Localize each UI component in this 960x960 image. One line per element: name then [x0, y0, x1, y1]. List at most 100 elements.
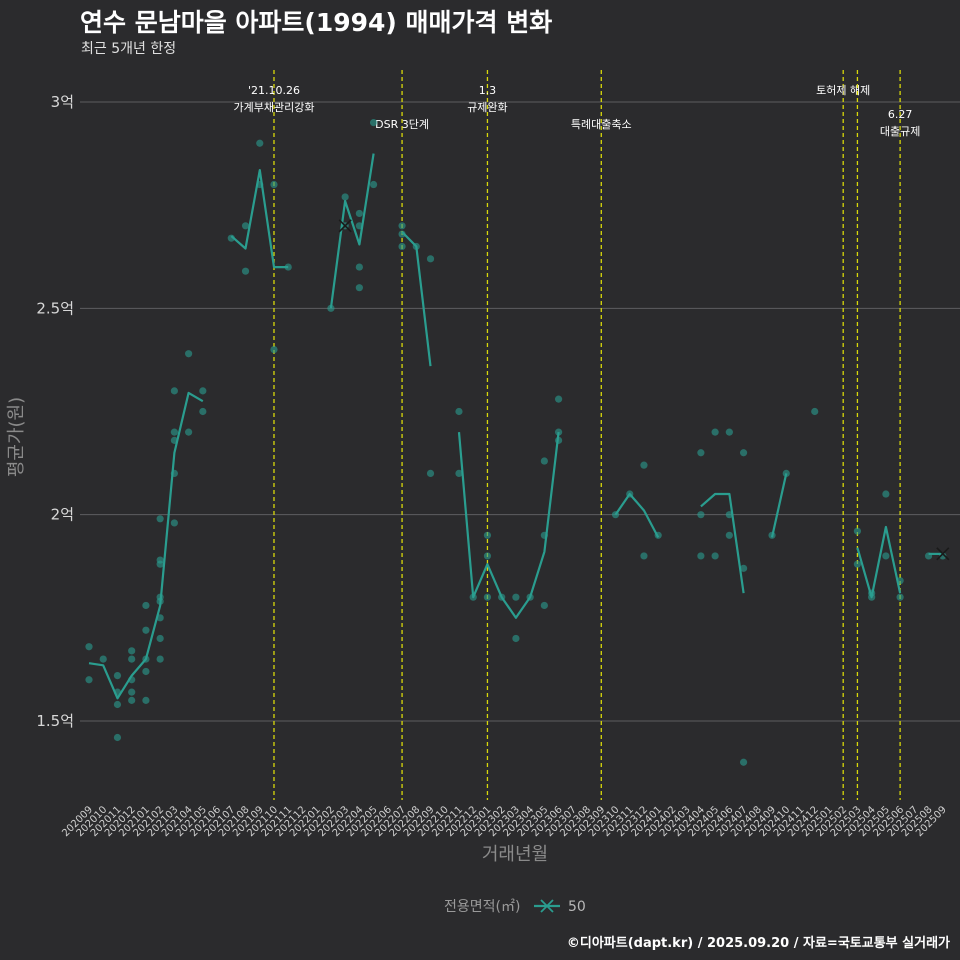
- transaction-point: [199, 407, 207, 416]
- transaction-point: [640, 552, 648, 560]
- y-tick-label: 3억: [51, 93, 74, 111]
- transaction-point: [697, 449, 705, 457]
- transaction-point: [142, 601, 150, 610]
- transaction-point: [739, 758, 748, 766]
- mean-price-line: [856, 525, 902, 599]
- transaction-point: [697, 552, 705, 560]
- mean-price-line: [770, 473, 788, 538]
- transaction-point: [896, 593, 904, 601]
- policy-event-label: 대출규제: [880, 125, 920, 138]
- transaction-point: [113, 733, 122, 742]
- transaction-point: [170, 387, 178, 395]
- transaction-point: [256, 139, 264, 147]
- mean-price-line: [457, 431, 560, 619]
- transaction-point: [142, 667, 150, 676]
- transaction-point: [640, 461, 648, 469]
- transaction-point: [185, 428, 193, 436]
- cross-marker: [936, 547, 950, 561]
- transaction-point: [199, 387, 207, 395]
- transaction-point: [455, 469, 463, 477]
- legend: 전용면적(㎡) 50: [444, 899, 586, 915]
- transaction-point: [128, 647, 136, 655]
- transaction-point: [170, 519, 178, 527]
- transaction-point: [882, 552, 890, 560]
- transaction-point: [156, 560, 164, 568]
- chart-title: 연수 문남마을 아파트(1994) 매매가격 변화: [80, 8, 553, 37]
- source-caption: ©디아파트(dapt.kr) / 2025.09.20 / 자료=국토교통부 실…: [566, 936, 950, 951]
- transaction-point: [142, 626, 150, 634]
- policy-event-label: 특례대출축소: [571, 118, 632, 131]
- policy-event-label: 가계부채관리강화: [234, 101, 315, 114]
- transaction-point: [370, 119, 378, 127]
- transaction-point: [426, 469, 435, 477]
- policy-event-label: '21.10.26: [248, 84, 300, 97]
- y-tick-label: 2억: [51, 506, 74, 524]
- mean-price-line: [401, 231, 432, 367]
- transaction-point: [853, 560, 862, 568]
- legend-label-50: 50: [568, 899, 586, 915]
- transaction-point: [554, 395, 563, 403]
- transaction-point: [128, 688, 136, 696]
- transaction-point: [739, 449, 748, 457]
- transaction-point: [725, 428, 733, 436]
- transaction-point: [811, 407, 819, 416]
- transaction-point: [355, 209, 363, 218]
- y-tick-label: 2.5억: [36, 299, 74, 317]
- transaction-point: [241, 267, 250, 275]
- chart-subtitle: 최근 5개년 한정: [81, 41, 177, 57]
- policy-event-label: 토허제 해제: [816, 83, 870, 97]
- transaction-point: [241, 222, 250, 230]
- transaction-point: [711, 552, 719, 560]
- transaction-point: [370, 180, 378, 189]
- transaction-point: [156, 634, 164, 643]
- policy-event-label: 6.27: [888, 108, 913, 121]
- transaction-point: [882, 490, 890, 498]
- transaction-point: [128, 696, 136, 704]
- mean-price-line: [88, 391, 204, 700]
- transaction-point: [327, 304, 335, 312]
- transaction-point: [483, 552, 492, 560]
- mean-price-line: [329, 153, 375, 309]
- y-tick-label: 1.5억: [36, 712, 74, 730]
- transaction-point: [725, 531, 733, 539]
- transaction-point: [170, 428, 178, 436]
- transaction-point: [185, 350, 193, 358]
- legend-title: 전용면적(㎡): [444, 899, 520, 915]
- transaction-point: [711, 428, 719, 436]
- transaction-point: [99, 655, 107, 663]
- transaction-point: [853, 527, 862, 535]
- policy-event-label: DSR 3단계: [375, 118, 429, 131]
- transaction-point: [142, 696, 150, 704]
- transaction-point: [483, 593, 492, 601]
- policy-event-label: 규제완화: [467, 101, 507, 114]
- transaction-point: [512, 593, 520, 601]
- mean-price-line: [614, 492, 660, 538]
- legend-cross-icon: [540, 899, 554, 913]
- transaction-point: [270, 346, 278, 354]
- transaction-point: [739, 564, 748, 572]
- transaction-point: [270, 180, 278, 189]
- transaction-point: [398, 222, 406, 230]
- transaction-point: [426, 255, 435, 263]
- transaction-point: [540, 457, 548, 465]
- transaction-point: [483, 531, 492, 539]
- transaction-point: [697, 511, 705, 519]
- transaction-point: [398, 242, 406, 251]
- transaction-point: [355, 263, 363, 271]
- mean-price-line: [230, 169, 289, 269]
- transaction-point: [284, 263, 292, 271]
- x-axis-title: 거래년월: [482, 844, 548, 865]
- cross-marker: [338, 219, 352, 233]
- transaction-point: [113, 700, 122, 709]
- transaction-point: [512, 634, 520, 643]
- transaction-point: [85, 643, 93, 651]
- transaction-point: [128, 655, 136, 663]
- transaction-point: [355, 284, 363, 292]
- transaction-point: [156, 655, 164, 663]
- transaction-point: [113, 672, 122, 680]
- transaction-point: [341, 193, 349, 201]
- mean-price-line: [700, 492, 745, 594]
- transaction-point: [156, 515, 164, 523]
- transaction-point: [85, 676, 93, 684]
